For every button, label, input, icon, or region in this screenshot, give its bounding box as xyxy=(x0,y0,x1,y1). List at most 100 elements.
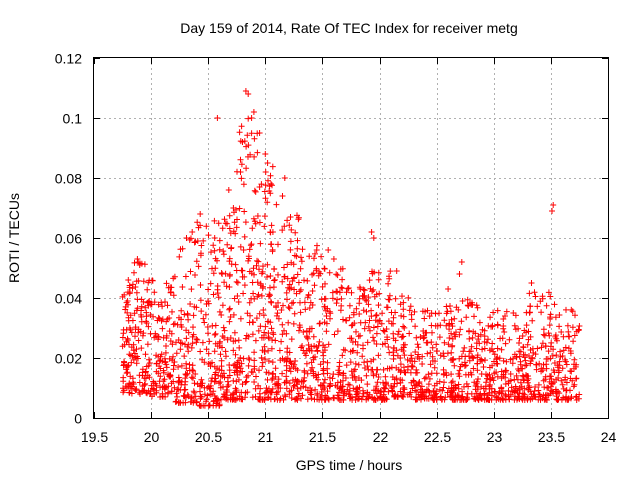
data-point xyxy=(218,396,224,403)
data-point xyxy=(554,397,561,403)
data-point xyxy=(295,279,302,286)
data-point xyxy=(238,123,245,130)
data-point xyxy=(379,341,386,348)
data-point xyxy=(211,217,218,224)
data-point xyxy=(256,310,263,317)
data-point xyxy=(385,280,392,287)
data-point xyxy=(230,362,237,369)
data-point xyxy=(175,364,182,370)
y-tick-label: 0.02 xyxy=(55,351,82,367)
data-point xyxy=(304,396,311,403)
data-point xyxy=(430,387,437,394)
data-point xyxy=(129,317,136,324)
data-point xyxy=(346,302,353,309)
data-point xyxy=(321,319,328,326)
data-point xyxy=(214,283,221,289)
data-point xyxy=(364,381,371,388)
data-point xyxy=(567,348,574,354)
data-point xyxy=(449,335,456,342)
data-point xyxy=(476,319,483,326)
data-point xyxy=(230,377,237,384)
data-point xyxy=(214,115,221,121)
data-point xyxy=(371,293,378,300)
data-point xyxy=(265,395,272,401)
data-point xyxy=(315,371,322,378)
data-point xyxy=(547,373,554,380)
data-point xyxy=(560,394,567,401)
data-point xyxy=(216,237,223,244)
data-point xyxy=(183,372,190,378)
data-point xyxy=(340,377,346,384)
data-point xyxy=(145,323,152,330)
data-point xyxy=(349,394,355,401)
data-point xyxy=(267,172,274,179)
data-point xyxy=(191,303,198,310)
data-point xyxy=(206,402,213,409)
data-point xyxy=(431,364,438,371)
data-point xyxy=(514,396,520,403)
data-point xyxy=(184,310,191,317)
data-point xyxy=(420,328,427,334)
data-point xyxy=(319,283,326,290)
data-point xyxy=(492,388,499,395)
data-point xyxy=(310,333,317,340)
data-point xyxy=(163,343,169,349)
data-point xyxy=(191,239,198,246)
data-point xyxy=(288,395,295,401)
data-point xyxy=(525,375,532,382)
data-point xyxy=(571,332,578,339)
data-point xyxy=(446,335,453,341)
data-point xyxy=(487,314,494,321)
data-point xyxy=(356,300,363,307)
data-point xyxy=(256,367,262,374)
data-point xyxy=(564,322,571,329)
data-point xyxy=(239,273,246,280)
data-point xyxy=(332,382,339,389)
data-point xyxy=(130,381,137,387)
data-point xyxy=(399,293,405,300)
data-point xyxy=(552,388,559,395)
data-point xyxy=(488,345,495,352)
data-point xyxy=(373,341,380,347)
data-point xyxy=(519,372,526,379)
data-point xyxy=(433,393,440,400)
data-point xyxy=(286,281,293,288)
data-point xyxy=(569,377,576,384)
data-point xyxy=(191,389,198,396)
data-point xyxy=(198,376,205,383)
data-point xyxy=(260,263,266,270)
data-point xyxy=(270,284,277,291)
data-point xyxy=(553,335,560,342)
data-point xyxy=(315,272,322,279)
data-point xyxy=(383,326,390,332)
data-point xyxy=(227,271,233,278)
data-point xyxy=(198,242,205,249)
y-tick-label: 0.06 xyxy=(55,231,82,247)
data-point xyxy=(201,391,208,398)
data-point xyxy=(570,383,577,390)
data-point xyxy=(461,383,467,390)
data-point xyxy=(335,371,342,378)
data-point xyxy=(256,390,263,397)
data-point xyxy=(525,386,532,393)
data-point xyxy=(540,326,547,333)
x-tick-label: 23.5 xyxy=(538,429,565,445)
data-point xyxy=(255,327,262,334)
data-point xyxy=(327,315,333,322)
data-point xyxy=(363,372,370,379)
data-point xyxy=(576,391,583,398)
data-point xyxy=(373,383,380,390)
data-point xyxy=(552,314,559,321)
data-point xyxy=(512,393,518,400)
data-point xyxy=(400,385,407,391)
data-point xyxy=(568,368,575,375)
data-point xyxy=(311,282,318,289)
data-point xyxy=(243,332,250,339)
data-point xyxy=(538,309,545,316)
data-point xyxy=(265,358,272,364)
data-point xyxy=(350,311,357,318)
data-point xyxy=(408,311,415,318)
data-point xyxy=(267,273,274,279)
data-point xyxy=(381,385,388,392)
data-point xyxy=(144,341,151,348)
